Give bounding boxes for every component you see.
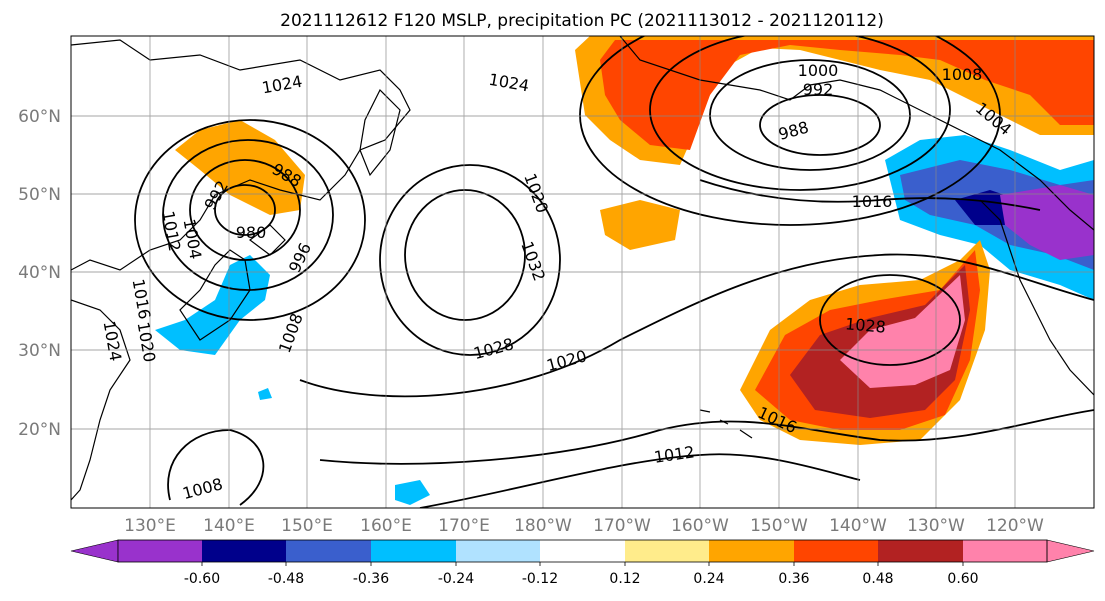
colorbar-bin	[202, 540, 286, 562]
isobar-label: 980	[236, 223, 267, 242]
isobar-low-japan-996	[162, 139, 334, 291]
precip-negative-small-2	[395, 480, 430, 505]
lat-label: 30°N	[18, 341, 61, 361]
precip-negative-japan	[155, 255, 270, 355]
map-title: 2021112612 F120 MSLP, precipitation PC (…	[280, 11, 884, 31]
colorbar-bin	[963, 540, 1047, 562]
colorbar-tick-label: -0.12	[522, 571, 558, 587]
colorbar-tick-label: 0.48	[862, 571, 893, 587]
isobar-label: 1016	[852, 192, 893, 211]
colorbar-tick-label: -0.60	[184, 571, 220, 587]
colorbar-tick-label: 0.60	[947, 571, 978, 587]
colorbar-extend-high	[1046, 539, 1095, 563]
colorbar-bin	[456, 540, 540, 562]
isobar-label: 1000	[798, 61, 839, 80]
precip-negative-small-1	[258, 388, 272, 400]
colorbar-bin	[286, 540, 371, 562]
precip-positive-alaska-small	[600, 200, 680, 250]
colorbar-tick-label: 0.12	[609, 571, 640, 587]
coastline-china	[71, 299, 131, 501]
colorbar-bin	[540, 540, 625, 562]
lon-label: 180°W	[514, 516, 572, 536]
isobar-1016-long	[319, 409, 1094, 465]
lon-label: 170°W	[593, 516, 651, 536]
precip-negative-pnw-purple	[1000, 185, 1094, 260]
colorbar-extend-low	[70, 539, 119, 563]
isobar-low-alaska-1000	[649, 36, 951, 191]
isobar-1020-long	[299, 253, 1094, 398]
colorbar-bin	[118, 540, 202, 562]
map-panel: 1024 1024 1000 992 988 1008 1004 988 992…	[71, 36, 1094, 508]
colorbar-bin	[878, 540, 963, 562]
map-frame	[70, 35, 1095, 509]
colorbar-bin	[709, 540, 794, 562]
isobar-label: 1008	[942, 65, 983, 84]
colorbar-bin	[371, 540, 456, 562]
graticule	[71, 36, 1094, 508]
lat-label: 60°N	[18, 107, 61, 127]
lon-label: 120°W	[986, 516, 1044, 536]
colorbar-ticks	[201, 562, 964, 566]
isobar-low-alaska-1008	[579, 36, 1001, 226]
isobar-low-alaska-988	[759, 94, 881, 156]
lat-label: 20°N	[18, 420, 61, 440]
isobar-high-pacific-1032	[404, 189, 526, 321]
isobar-1008-sw	[167, 429, 265, 506]
isobar-high-pacific-1028	[379, 164, 561, 356]
lon-label: 150°W	[750, 516, 808, 536]
lon-label: 130°W	[907, 516, 965, 536]
colorbar-tick-label: -0.24	[438, 571, 474, 587]
isobar-high-subtropical-1028	[819, 274, 961, 366]
coastline-kamchatka	[359, 88, 401, 177]
lon-label: 160°W	[671, 516, 729, 536]
precipitation-shading	[155, 36, 1094, 505]
colorbar-frame	[117, 539, 1048, 563]
precip-positive-alaska-dark	[600, 40, 1094, 150]
colorbar-tick-label: 0.24	[693, 571, 724, 587]
colorbar: -0.60 -0.48 -0.36 -0.24 -0.12 0.12 0.24 …	[70, 539, 1095, 587]
latitude-labels: 60°N 50°N 40°N 30°N 20°N	[18, 107, 61, 440]
lat-label: 50°N	[18, 185, 61, 205]
lon-label: 140°E	[203, 516, 255, 536]
colorbar-tick-label: -0.48	[268, 571, 304, 587]
isobar-low-japan-988	[189, 159, 301, 261]
isobar-low-japan-980	[214, 184, 276, 236]
isobar-label: 1028	[844, 314, 886, 336]
lat-label: 40°N	[18, 263, 61, 283]
lon-label: 130°E	[124, 516, 176, 536]
isobar-label: 992	[803, 80, 834, 99]
isobar-1012-south	[419, 453, 861, 508]
isobar-low-japan-1004	[134, 119, 366, 321]
coastline-north-america	[979, 199, 1094, 396]
lon-label: 170°E	[438, 516, 490, 536]
colorbar-tick-label: 0.36	[778, 571, 809, 587]
longitude-labels: 130°E 140°E 150°E 160°E 170°E 180°W 170°…	[124, 516, 1044, 536]
coastline-alaska	[619, 36, 1094, 231]
colorbar-tick-label: -0.36	[353, 571, 389, 587]
precip-positive-subtropical-pink	[840, 275, 965, 388]
colorbar-bin	[794, 540, 878, 562]
lon-label: 140°W	[829, 516, 887, 536]
lon-label: 150°E	[281, 516, 333, 536]
isobar-low-alaska-992	[709, 59, 911, 171]
lon-label: 160°E	[360, 516, 412, 536]
colorbar-bin	[625, 540, 709, 562]
